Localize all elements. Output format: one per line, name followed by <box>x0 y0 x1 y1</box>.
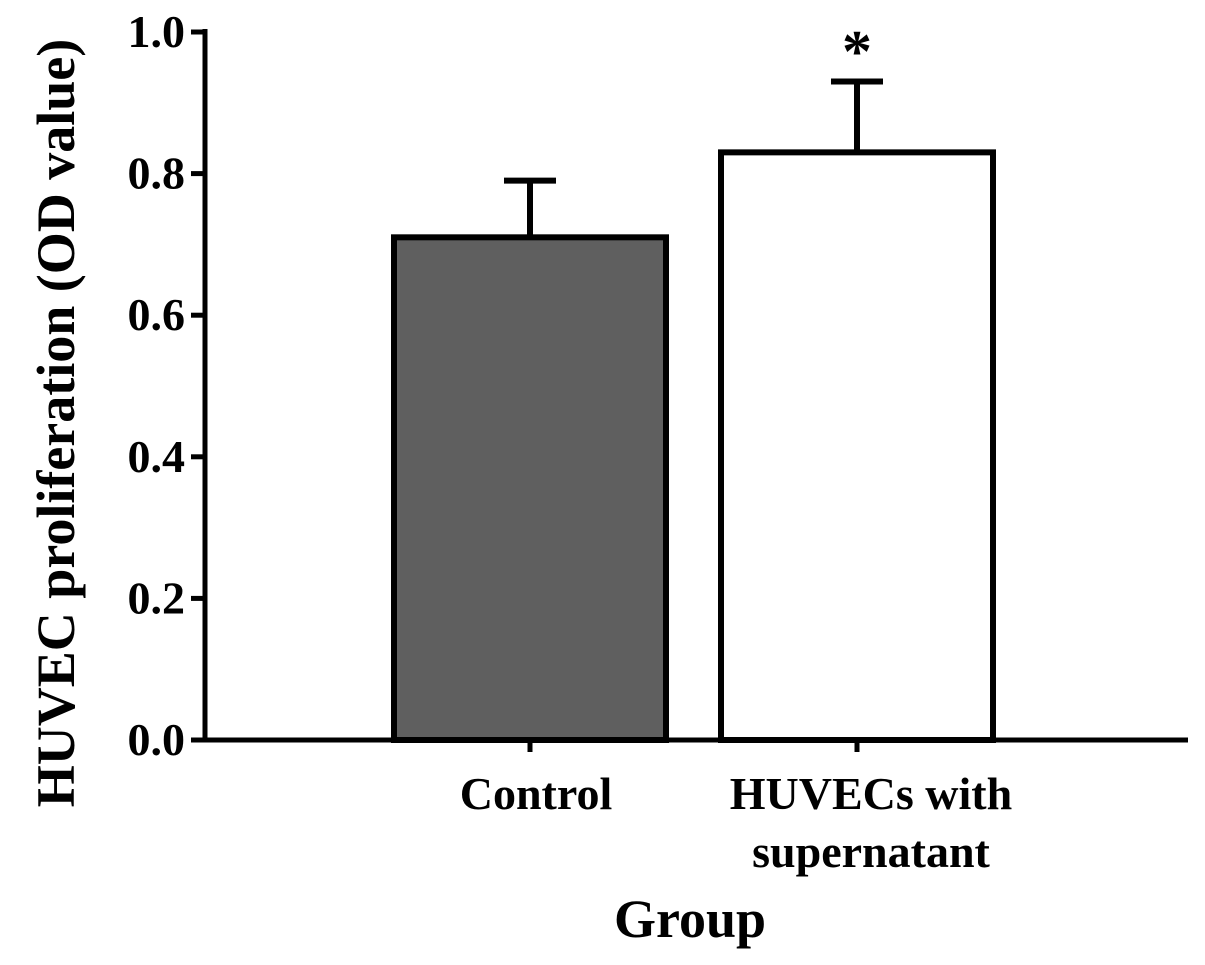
bar <box>718 149 996 744</box>
y-tick-label: 0.2 <box>128 572 186 623</box>
x-category-label: Control <box>460 768 613 819</box>
significance-marker: * <box>842 19 872 85</box>
y-tick-label: 0.6 <box>128 289 186 340</box>
x-axis-title: Group <box>614 889 766 949</box>
x-category-label: HUVECs with <box>730 768 1012 819</box>
bars-layer <box>391 78 996 744</box>
y-tick-label: 1.0 <box>128 6 186 57</box>
labels-layer: * 0.0 0.2 0.4 0.6 0.8 1.0 Control HUVECs with sup… <box>128 6 1013 877</box>
bar <box>391 234 669 743</box>
x-category-label: supernatant <box>752 826 990 877</box>
axes-layer <box>191 29 1188 752</box>
y-tick-label: 0.4 <box>128 431 186 482</box>
y-tick-label: 0.8 <box>128 148 186 199</box>
y-axis-title: HUVEC proliferation (OD value) <box>26 39 86 807</box>
y-tick-label: 0.0 <box>128 714 186 765</box>
